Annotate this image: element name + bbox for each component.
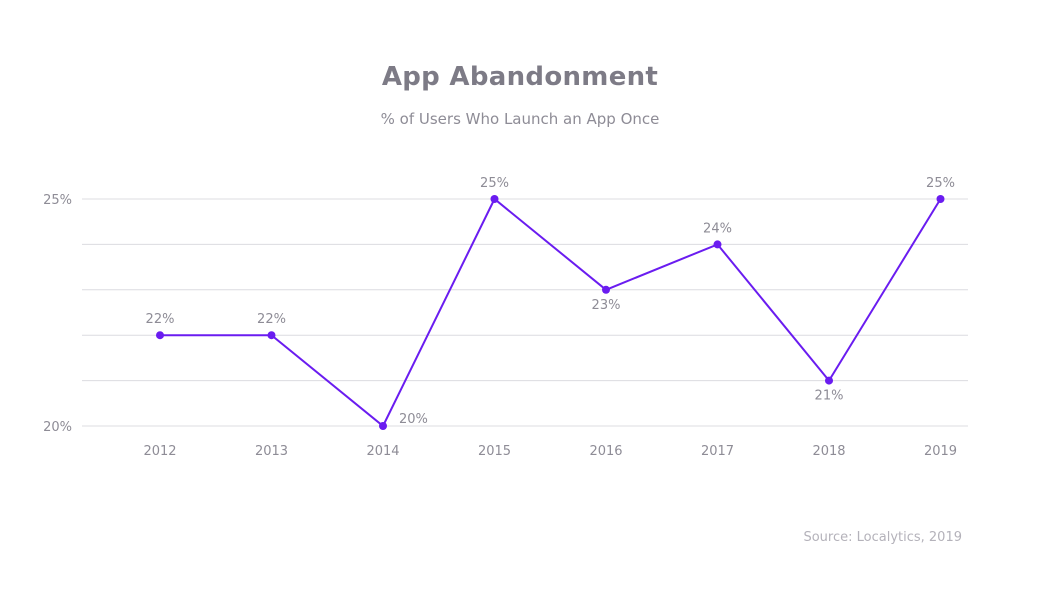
chart-title: App Abandonment: [381, 62, 659, 92]
data-label: 22%: [146, 312, 175, 327]
x-tick-label: 2015: [478, 444, 511, 459]
data-label: 22%: [257, 312, 286, 327]
x-tick-label: 2012: [143, 444, 176, 459]
x-tick-label: 2014: [366, 444, 399, 459]
data-point: [379, 422, 387, 430]
data-label: 24%: [703, 221, 732, 236]
series-line: [160, 197, 942, 428]
source-note: Source: Localytics, 2019: [803, 530, 962, 545]
data-point: [825, 376, 833, 385]
data-point: [156, 331, 164, 340]
data-point: [713, 240, 722, 249]
data-label: 25%: [926, 176, 955, 191]
chart-subtitle: % of Users Who Launch an App Once: [380, 110, 660, 128]
data-point: [267, 331, 276, 340]
data-point: [936, 195, 945, 203]
x-tick-label: 2017: [701, 444, 734, 459]
x-tick-label: 2013: [255, 444, 288, 459]
x-tick-label: 2016: [589, 444, 622, 459]
data-point: [602, 285, 610, 294]
data-label: 23%: [592, 298, 621, 313]
data-label: 20%: [399, 412, 428, 427]
x-tick-label: 2018: [812, 444, 845, 459]
data-point: [490, 195, 499, 203]
y-tick-label: 20%: [43, 420, 72, 435]
x-tick-label: 2019: [924, 444, 957, 459]
data-label: 25%: [480, 176, 509, 191]
data-label: 21%: [815, 389, 844, 404]
y-tick-label: 25%: [43, 193, 72, 208]
